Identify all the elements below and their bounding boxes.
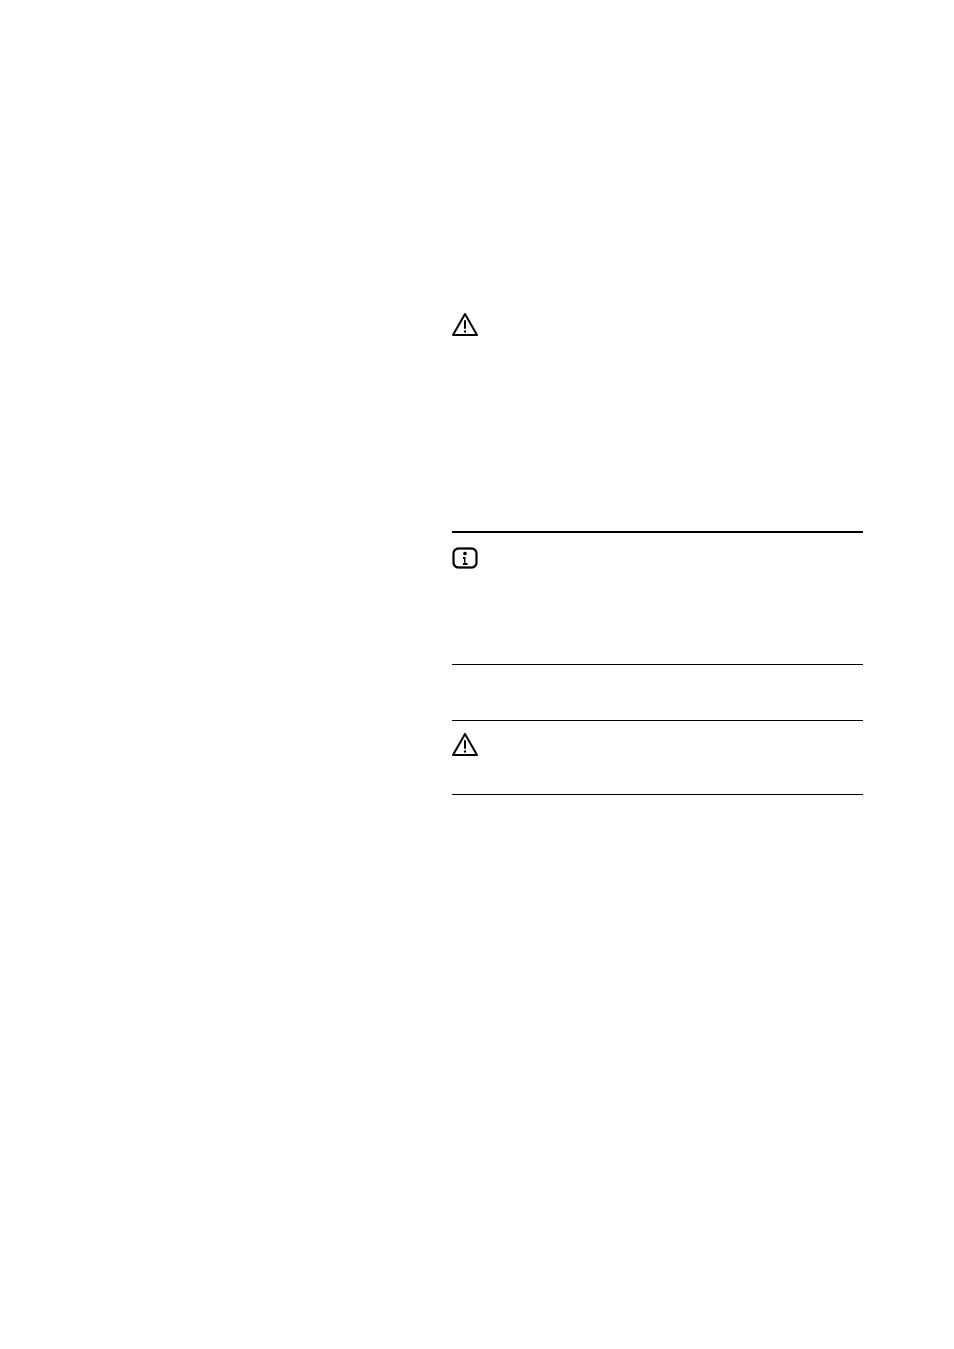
warning-triangle-icon: [452, 313, 478, 336]
section-divider-4: [452, 794, 863, 795]
section-divider-2: [452, 664, 863, 665]
warning-icon-container-2: [452, 733, 478, 756]
section-divider-3: [452, 720, 863, 721]
warning-triangle-icon: [452, 733, 478, 756]
warning-icon-container-1: [452, 313, 478, 336]
info-box-icon: [452, 547, 478, 569]
section-divider-1: [452, 531, 863, 533]
document-page: [0, 0, 954, 1349]
info-icon-container-1: [452, 547, 478, 569]
